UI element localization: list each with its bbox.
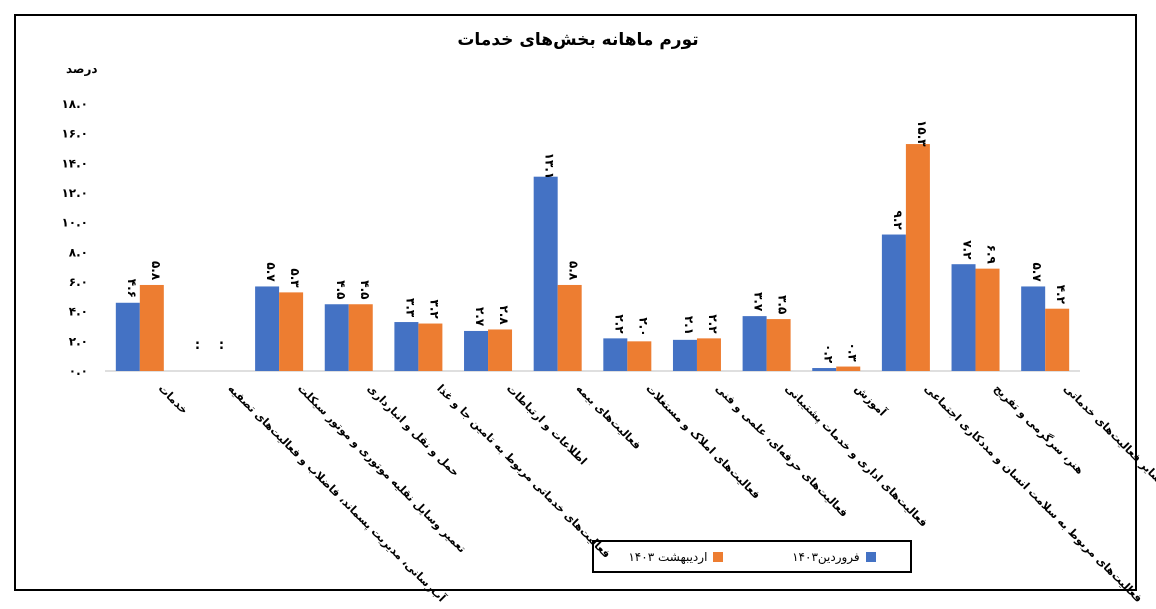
y-tick-label: ۱۴.۰: [61, 156, 88, 170]
data-label-series-1: ۷.۲: [961, 240, 975, 260]
bar-series-2: [905, 144, 930, 371]
bar-series-1: [812, 368, 837, 371]
data-label-series-2: ۵.۸: [567, 261, 581, 281]
bar-series-2: [488, 329, 513, 371]
category-label: فعالیت‌های املاک و مستغلات: [643, 382, 763, 502]
data-label-series-2: ۲.۸: [497, 305, 511, 325]
bar-series-1: [255, 286, 280, 371]
bar-series-2: [1045, 308, 1070, 371]
category-label: آموزش: [852, 381, 890, 419]
data-label-series-2: ۲.۲: [706, 314, 720, 334]
category-label: خدمات: [156, 382, 191, 417]
data-label-series-1: ۲.۱: [682, 316, 696, 335]
y-tick-label: ۱۸.۰: [61, 97, 88, 111]
data-label-series-1: :: [195, 338, 200, 353]
bar-series-1: [115, 302, 140, 371]
data-label-series-2: ۰.۳: [845, 343, 859, 363]
bar-series-2: [696, 338, 721, 371]
data-label-series-2: ۱۵.۳: [915, 120, 929, 147]
bar-series-2: [836, 366, 861, 371]
y-tick-label: ۱۶.۰: [61, 127, 88, 141]
data-label-series-1: ۵.۷: [1030, 262, 1044, 282]
y-tick-label: ۸.۰: [69, 245, 88, 259]
category-label: فعالیت‌های اداری و خدمات پشتیبانی: [782, 382, 930, 530]
data-label-series-1: ۹.۲: [891, 211, 905, 231]
data-label-series-2: ۵.۸: [149, 261, 163, 281]
legend-swatch-series-1: [865, 551, 876, 562]
bar-series-2: [279, 292, 304, 371]
category-label: فعالیت‌های حرفه‌ای، علمی و فنی: [713, 382, 851, 520]
data-label-series-2: ۲.۰: [636, 317, 650, 336]
legend: فروردین۱۴۰۳ اردیبهشت ۱۴۰۳: [592, 540, 912, 573]
y-tick-label: ۰.۰: [69, 364, 88, 378]
data-label-series-1: ۳.۳: [403, 298, 417, 318]
data-label-series-1: ۳.۷: [752, 292, 766, 312]
bar-series-2: [766, 319, 791, 371]
data-label-series-2: ۳.۵: [776, 295, 790, 314]
legend-item-series-1: فروردین۱۴۰۳: [792, 550, 876, 564]
data-label-series-2: ۳.۲: [427, 300, 441, 320]
bar-series-1: [533, 176, 558, 371]
category-label: فعالیت‌های بیمه: [574, 382, 644, 452]
data-label-series-2: ۵.۳: [288, 268, 302, 288]
bar-series-1: [464, 330, 489, 371]
bar-series-1: [603, 338, 628, 371]
bar-series-1: [394, 322, 419, 371]
bar-series-1: [324, 304, 349, 371]
data-label-series-2: ۴.۵: [358, 280, 372, 299]
bar-series-1: [742, 316, 767, 371]
y-tick-label: ۴.۰: [69, 305, 88, 319]
y-tick-label: ۱۰.۰: [61, 216, 88, 230]
y-axis-unit-label: درصد: [66, 62, 98, 76]
bar-series-1: [881, 234, 906, 371]
data-label-series-1: ۴.۵: [334, 280, 348, 299]
legend-item-series-2: اردیبهشت ۱۴۰۳: [628, 549, 724, 564]
data-label-series-2: ۴.۲: [1054, 285, 1068, 305]
data-label-series-1: ۵.۷: [264, 262, 278, 282]
y-tick-label: ۶.۰: [69, 275, 88, 289]
data-label-series-1: ۱۳.۱: [543, 153, 557, 180]
bar-series-2: [418, 323, 443, 371]
bar-series-2: [139, 284, 164, 371]
legend-label-series-1: فروردین۱۴۰۳: [792, 549, 860, 564]
data-label-series-1: ۲.۲: [612, 314, 626, 334]
data-label-series-1: ۲.۷: [473, 307, 487, 327]
y-tick-label: ۲.۰: [69, 334, 88, 348]
legend-label-series-2: اردیبهشت ۱۴۰۳: [628, 549, 708, 564]
data-label-series-1: ۰.۲: [821, 344, 835, 364]
y-tick-label: ۱۲.۰: [61, 186, 88, 200]
bar-series-1: [1021, 286, 1046, 371]
bar-series-1: [951, 264, 976, 371]
bar-series-2: [348, 304, 373, 371]
chart-frame: [14, 14, 1137, 591]
bar-series-2: [975, 268, 1000, 371]
chart-title: تورم ماهانه بخش‌های خدمات: [457, 30, 699, 50]
legend-swatch-series-2: [713, 551, 724, 562]
data-label-series-2: :: [219, 338, 224, 353]
bar-series-2: [557, 284, 582, 371]
bar-series-2: [627, 341, 652, 371]
bar-series-1: [672, 339, 697, 371]
data-label-series-1: ۴.۶: [125, 279, 139, 298]
data-label-series-2: ۶.۹: [985, 245, 999, 265]
